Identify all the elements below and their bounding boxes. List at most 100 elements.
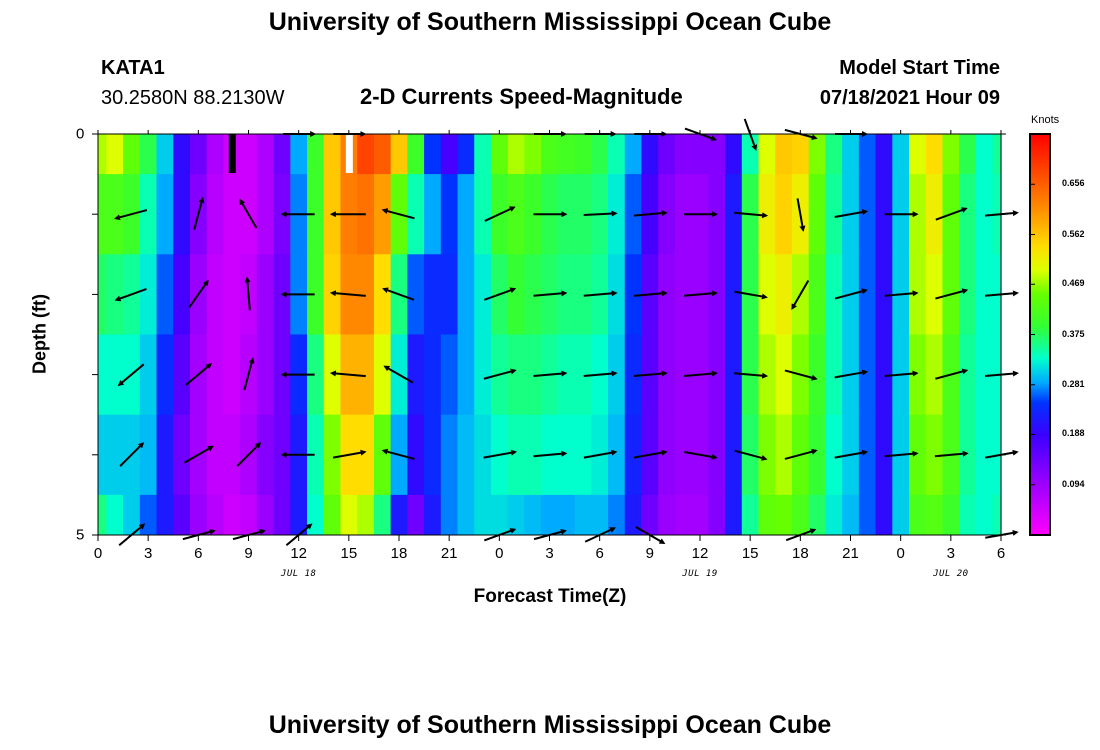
heatmap-cell [925,134,944,175]
heatmap-cell [842,134,860,175]
heatmap-cell [256,174,275,255]
heatmap-cell [223,334,241,416]
heatmap-cell [106,414,124,496]
heatmap-cell [624,334,643,416]
current-arrow [236,442,262,467]
heatmap-cell [825,414,843,496]
heatmap-cell [457,494,475,535]
heatmap-cell [424,254,442,336]
current-arrow [114,209,148,221]
heatmap-cell [424,414,442,496]
colorbar-unit: Knots [1031,114,1060,126]
heatmap-cell [624,414,643,496]
heatmap-cell [658,494,676,535]
heatmap-cell [624,254,643,336]
heatmap-cell [139,414,158,496]
heatmap-cell [825,334,843,416]
heatmap-cell [173,254,191,336]
current-arrow [183,445,214,464]
heatmap-cell [574,494,592,535]
current-arrow [329,290,366,297]
x-tick-label: 6 [595,545,604,562]
heatmap-cell [256,494,275,535]
heatmap-cell [909,254,927,336]
heatmap-cell [139,494,158,535]
current-arrow [633,290,668,297]
heatmap-cell [156,174,174,255]
heatmap-cell [357,134,375,175]
x-tick-label: 9 [244,545,253,562]
heatmap-cell [98,254,107,336]
heatmap-cell [791,134,810,175]
heatmap-cell [373,254,392,336]
current-arrow [381,208,415,220]
heatmap-cell [507,494,526,535]
heatmap-cell [206,334,225,416]
colorbar-tick-label: 0.094 [1062,478,1085,489]
heatmap-cell [407,174,425,255]
current-arrow [533,450,568,458]
current-arrow [383,365,414,384]
heatmap-cell [407,334,425,416]
heatmap-cell [223,494,241,535]
current-arrow [484,206,516,222]
station-id: KATA1 [101,57,165,79]
heatmap-cell [98,414,107,496]
heatmap-cell [457,174,475,255]
heatmap-cell [173,334,191,416]
heatmap-cell [758,254,776,336]
heatmap-cell [156,134,174,175]
current-arrow [935,368,969,380]
current-arrow [633,210,668,217]
heatmap-cell [206,414,225,496]
heatmap-cell [674,254,693,336]
heatmap-cell [674,334,693,416]
heatmap-cell [307,494,325,535]
current-arrow [483,449,518,459]
surface-marker [345,134,353,173]
heatmap-cell [98,494,107,535]
heatmap-cell [340,494,358,535]
heatmap-cell [959,134,977,175]
heatmap-cell [173,414,191,496]
heatmap-cell [507,334,526,416]
heatmap-cell [323,134,342,175]
heatmap-cell [357,334,375,416]
heatmap-cell [357,414,375,496]
x-tick-label: 0 [896,545,905,562]
heatmap-cell [658,134,676,175]
heatmap-cell [323,334,342,416]
heatmap-cell [106,174,124,255]
heatmap-cell [307,134,325,175]
heatmap-cell [875,494,893,535]
heatmap-cell [123,494,141,535]
heatmap-cell [574,414,592,496]
heatmap-cell [574,134,592,175]
heatmap-cell [808,174,827,255]
heatmap-cell [240,494,258,535]
current-arrow [633,370,668,377]
heatmap-cell [541,134,559,175]
x-tick-label: 3 [545,545,554,562]
heatmap-cell [307,254,325,336]
heatmap-cell [942,494,960,535]
heatmap-cell [557,334,576,416]
heatmap-cell [909,414,927,496]
chart-title: 2-D Currents Speed-Magnitude [360,84,683,109]
heatmap-cell [307,174,325,255]
heatmap-cell [240,134,258,175]
heatmap-cell [875,414,893,496]
bottom-title: University of Southern Mississippi Ocean… [268,711,832,739]
heatmap-cell [875,134,893,175]
heatmap-cell [557,494,576,535]
heatmap-cell [992,134,1002,175]
heatmap-cell [842,494,860,535]
x-tick-label: 12 [290,545,307,562]
heatmap-cell [357,254,375,336]
heatmap-cell [674,414,693,496]
heatmap-cell [825,254,843,336]
heatmap-cell [825,134,843,175]
current-arrow [791,280,810,310]
heatmap-cell [674,134,693,175]
